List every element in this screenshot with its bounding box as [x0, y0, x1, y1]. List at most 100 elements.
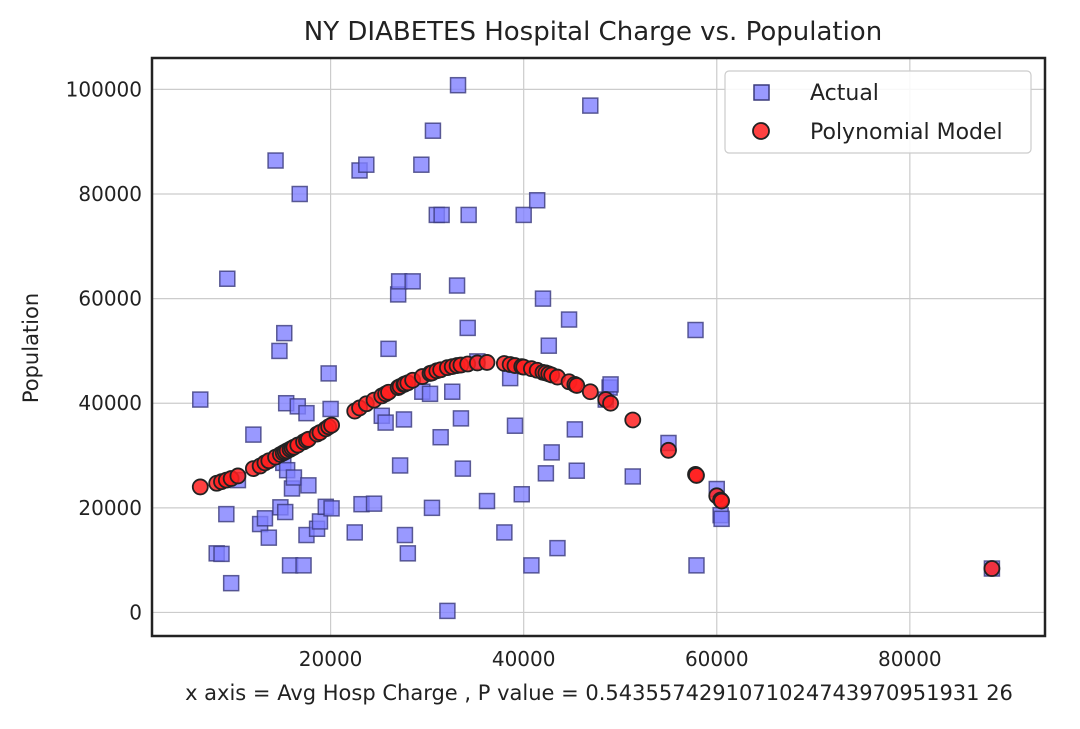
x-tick-label: 40000: [492, 647, 556, 671]
point-actual: [439, 602, 456, 620]
point-actual: [399, 545, 417, 562]
point-actual: [534, 290, 552, 307]
point-actual: [549, 539, 566, 557]
chart-title: NY DIABETES Hospital Charge vs. Populati…: [304, 17, 882, 47]
point-actual: [540, 337, 558, 354]
point-actual: [213, 545, 230, 563]
point-actual: [506, 417, 524, 434]
y-tick-label: 20000: [78, 496, 142, 520]
point-actual: [496, 524, 513, 541]
point-actual: [543, 444, 560, 461]
point-actual: [404, 273, 421, 290]
x-axis-ticks: 20000 40000 60000 80000: [299, 647, 942, 671]
point-actual: [276, 324, 293, 342]
legend-label-polynomial-model: Polynomial Model: [810, 120, 1003, 145]
point-actual: [582, 97, 599, 114]
point-polynomial-model: [191, 478, 209, 496]
y-axis-ticks: 0 20000 40000 60000 80000 100000: [66, 77, 142, 624]
point-actual: [365, 495, 383, 512]
point-polynomial-model: [478, 354, 496, 371]
point-polynomial-model: [568, 377, 586, 394]
point-actual: [396, 526, 414, 544]
point-actual: [443, 383, 461, 400]
point-polynomial-model: [581, 383, 599, 401]
legend-frame: [724, 70, 1032, 154]
point-actual: [395, 411, 413, 428]
point-actual: [222, 574, 240, 592]
point-actual: [449, 76, 467, 94]
point-polynomial-model: [688, 467, 705, 484]
point-actual: [566, 421, 584, 438]
x-tick-label: 60000: [685, 647, 749, 671]
point-polynomial-model: [624, 411, 642, 429]
point-actual: [300, 477, 317, 494]
point-actual: [713, 510, 730, 528]
point-actual: [448, 277, 466, 294]
point-actual: [687, 321, 704, 339]
plot-frame: [150, 56, 1047, 638]
point-actual: [424, 122, 442, 139]
legend: Actual Polynomial Model: [724, 70, 1032, 154]
y-tick-label: 60000: [78, 287, 142, 311]
point-actual: [267, 152, 284, 169]
point-actual: [295, 557, 312, 574]
point-actual: [322, 400, 339, 418]
y-axis-label: Population: [19, 293, 43, 403]
x-axis-label: x axis = Avg Hosp Charge , P value = 0.5…: [185, 681, 1013, 705]
point-polynomial-model: [323, 416, 340, 434]
point-actual: [358, 156, 375, 173]
point-actual: [513, 485, 531, 503]
point-actual: [323, 500, 340, 517]
point-actual: [452, 410, 470, 427]
point-actual: [291, 185, 308, 203]
y-tick-label: 80000: [78, 182, 142, 206]
point-actual: [624, 468, 642, 485]
point-actual: [688, 557, 705, 574]
point-actual: [245, 426, 262, 443]
point-actual: [219, 270, 236, 287]
point-actual: [433, 206, 450, 224]
point-actual: [460, 206, 477, 224]
point-actual: [432, 428, 449, 446]
point-actual: [298, 404, 315, 422]
point-actual: [380, 340, 397, 358]
legend-marker-actual: [753, 84, 770, 101]
point-actual: [256, 510, 274, 527]
y-tick-label: 40000: [78, 391, 142, 415]
series-polynomial-model: [191, 354, 1001, 577]
legend-label-actual: Actual: [810, 81, 879, 106]
point-actual: [421, 385, 439, 403]
point-actual: [391, 457, 409, 474]
point-actual: [454, 460, 472, 477]
point-actual: [423, 499, 441, 517]
point-actual: [390, 273, 408, 290]
series-actual: [192, 76, 1001, 620]
point-actual: [346, 524, 363, 541]
y-tick-label: 100000: [66, 77, 142, 101]
point-actual: [192, 391, 209, 408]
point-actual: [276, 503, 294, 521]
y-tick-label: 0: [129, 600, 142, 624]
point-actual: [260, 529, 278, 546]
point-actual: [281, 557, 299, 574]
point-actual: [537, 465, 555, 482]
point-actual: [459, 319, 476, 337]
legend-marker-polynomial-model: [752, 122, 770, 140]
point-polynomial-model: [713, 492, 730, 510]
x-tick-label: 80000: [878, 647, 942, 671]
point-actual: [218, 505, 235, 523]
point-actual: [377, 414, 394, 431]
point-polynomial-model: [229, 467, 247, 485]
point-actual: [515, 206, 532, 224]
x-tick-label: 20000: [299, 647, 363, 671]
point-actual: [271, 342, 288, 360]
point-actual: [523, 557, 540, 574]
point-actual: [320, 365, 337, 382]
point-actual: [602, 376, 619, 393]
point-polynomial-model: [983, 560, 1001, 577]
point-actual: [413, 156, 430, 173]
point-polynomial-model: [602, 394, 619, 412]
point-actual: [560, 311, 578, 328]
